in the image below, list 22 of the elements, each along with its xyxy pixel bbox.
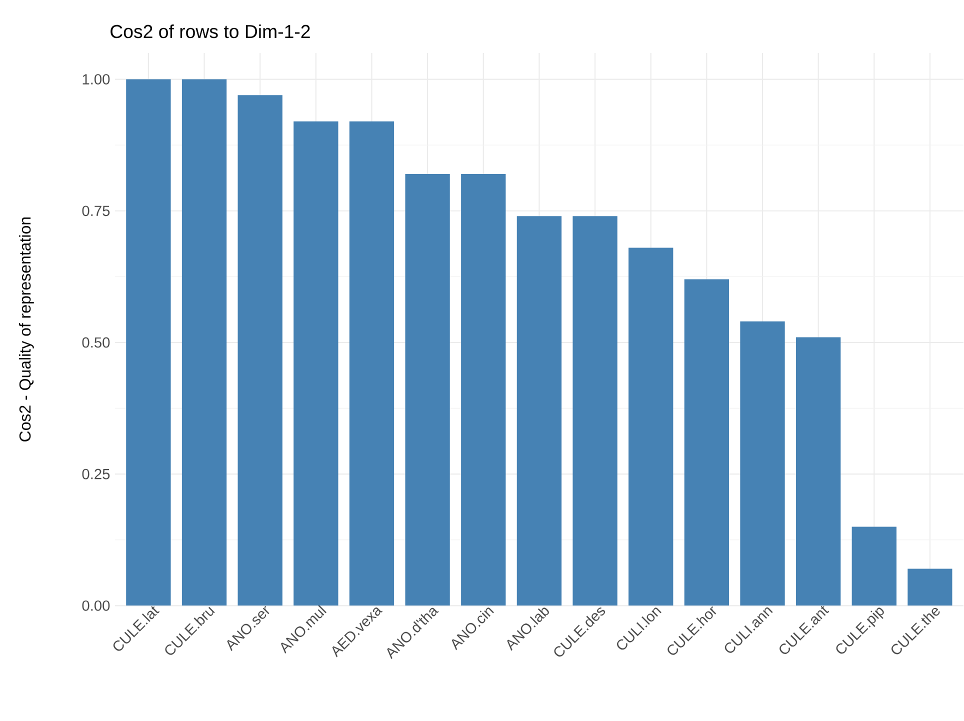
- bar: [461, 174, 506, 606]
- bar: [126, 79, 171, 606]
- bar: [908, 569, 952, 606]
- y-axis-title: Cos2 - Quality of representation: [18, 218, 34, 442]
- bar: [684, 280, 730, 606]
- bar: [182, 79, 227, 606]
- bar: [294, 122, 338, 606]
- bar: [796, 337, 841, 606]
- y-tick-label: 0.50: [82, 338, 110, 348]
- bar: [405, 174, 450, 606]
- y-tick-label: 0.75: [82, 206, 110, 216]
- bar: [740, 322, 785, 606]
- bar: [628, 248, 674, 606]
- bar: [516, 216, 562, 606]
- y-tick-label: 1.00: [82, 74, 110, 85]
- y-tick-label: 0.00: [82, 600, 110, 612]
- y-tick-label: 0.25: [82, 469, 110, 480]
- bar: [572, 216, 618, 606]
- bar: [349, 122, 394, 606]
- bar: [238, 95, 282, 606]
- chart-title: Cos2 of rows to Dim-1-2: [110, 24, 310, 38]
- bar: [852, 526, 896, 606]
